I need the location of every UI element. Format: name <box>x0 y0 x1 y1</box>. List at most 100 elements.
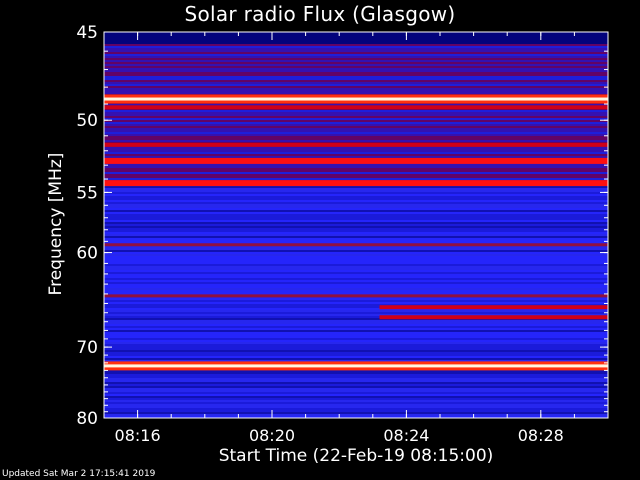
spectrogram-row <box>104 270 608 272</box>
spectrogram-row <box>104 172 608 174</box>
spectrogram-row <box>104 262 608 264</box>
spectrogram-row <box>104 146 608 148</box>
spectrogram-row <box>104 44 608 46</box>
frequency-band <box>104 157 608 164</box>
spectrogram-row <box>104 60 608 62</box>
spectrogram-row <box>104 156 608 158</box>
spectrogram-row <box>104 90 608 92</box>
spectrogram-row <box>104 116 608 118</box>
spectrogram-row <box>104 392 608 394</box>
spectrogram-row <box>104 220 608 222</box>
spectrogram-row <box>104 346 608 348</box>
spectrogram-row <box>104 82 608 84</box>
spectrogram-row <box>104 290 608 292</box>
spectrogram-row <box>104 80 608 82</box>
spectrogram-row <box>104 248 608 250</box>
y-axis-label: Frequency [MHz] <box>46 152 66 296</box>
spectrogram-row <box>104 330 608 332</box>
spectrogram-row <box>104 328 608 330</box>
spectrogram-row <box>104 170 608 172</box>
spectrogram-row <box>104 358 608 360</box>
spectrogram-row <box>104 78 608 80</box>
spectrogram-row <box>104 308 608 310</box>
spectrogram-row <box>104 286 608 288</box>
spectrogram-row <box>104 350 608 352</box>
spectrogram-row <box>104 154 608 156</box>
spectrogram-row <box>104 264 608 266</box>
spectrogram-row <box>104 72 608 74</box>
spectrogram-row <box>104 306 608 308</box>
spectrogram-row <box>104 104 608 106</box>
updated-footer: Updated Sat Mar 2 17:15:41 2019 <box>2 469 156 479</box>
spectrogram-row <box>104 338 608 340</box>
frequency-band <box>104 105 608 110</box>
spectrogram-row <box>104 124 608 126</box>
spectrogram-row <box>104 202 608 204</box>
spectrogram-row <box>104 380 608 382</box>
spectrogram-row <box>104 288 608 290</box>
spectrogram-row <box>104 52 608 54</box>
spectrogram-row <box>104 228 608 230</box>
spectrogram-row <box>104 374 608 376</box>
spectrogram-row <box>104 84 608 86</box>
spectrogram-row <box>104 92 608 94</box>
spectrogram-row <box>104 352 608 354</box>
y-tick-label: 50 <box>76 111 98 131</box>
spectrogram-row <box>104 130 608 132</box>
spectrogram-row <box>104 56 608 58</box>
spectrogram-row <box>104 266 608 268</box>
spectrogram-row <box>104 150 608 152</box>
spectrogram-row <box>104 176 608 178</box>
spectrogram-row <box>104 382 608 384</box>
spectrogram-row <box>104 292 608 294</box>
frequency-band <box>104 294 608 298</box>
spectrogram-row <box>104 46 608 48</box>
spectrogram-row <box>104 298 608 300</box>
spectrogram-row <box>104 240 608 242</box>
spectrogram-row <box>104 34 608 36</box>
spectrogram-row <box>104 256 608 258</box>
y-tick-label: 70 <box>76 338 98 358</box>
spectrogram-row <box>104 122 608 124</box>
spectrogram-row <box>104 212 608 214</box>
spectrogram-row <box>104 126 608 128</box>
spectrogram-row <box>104 210 608 212</box>
spectrogram-row <box>104 416 608 418</box>
spectrogram-row <box>104 50 608 52</box>
spectrogram-row <box>104 74 608 76</box>
spectrogram-row <box>104 388 608 390</box>
x-tick-label: 08:20 <box>249 426 295 445</box>
spectrogram-row <box>104 410 608 412</box>
spectrogram-row <box>104 132 608 134</box>
spectrogram-row <box>104 218 608 220</box>
spectrogram-row <box>104 234 608 236</box>
spectrogram-row <box>104 342 608 344</box>
spectrogram-row <box>104 68 608 70</box>
spectrogram-row <box>104 314 608 316</box>
spectrogram-row <box>104 250 608 252</box>
spectrogram-row <box>104 226 608 228</box>
spectrogram-background <box>104 32 608 418</box>
spectrogram-row <box>104 192 608 194</box>
spectrogram-row <box>104 32 608 34</box>
spectrogram-row <box>104 190 608 192</box>
spectrogram-row <box>104 322 608 324</box>
spectrogram-row <box>104 208 608 210</box>
spectrogram-row <box>104 274 608 276</box>
spectrogram-row <box>104 302 608 304</box>
spectrogram-row <box>104 376 608 378</box>
spectrogram-row <box>104 398 608 400</box>
spectrogram-row <box>104 138 608 140</box>
y-tick-label: 80 <box>76 409 98 429</box>
spectrogram-row <box>104 118 608 120</box>
spectrogram-row <box>104 214 608 216</box>
spectrogram-row <box>104 58 608 60</box>
spectrogram-row <box>104 88 608 90</box>
spectrogram-row <box>104 344 608 346</box>
spectrogram-row <box>104 304 608 306</box>
spectrogram-row <box>104 164 608 166</box>
spectrogram-row <box>104 120 608 122</box>
spectrogram-row <box>104 400 608 402</box>
